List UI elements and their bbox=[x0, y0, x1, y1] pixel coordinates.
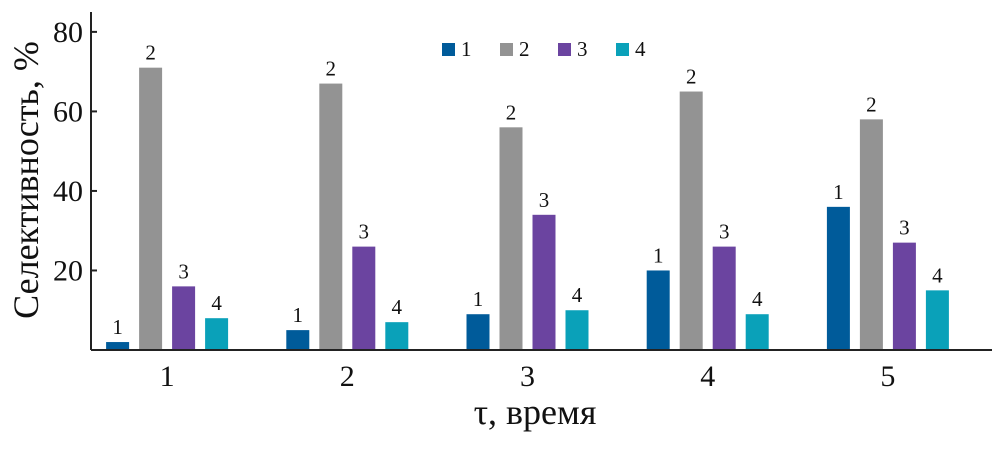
bar bbox=[106, 342, 130, 350]
bar bbox=[745, 314, 769, 350]
bar-series-label: 2 bbox=[326, 57, 337, 81]
bar-series-label: 4 bbox=[752, 287, 763, 311]
bar-series-label: 2 bbox=[145, 41, 156, 65]
y-ticks: 20 40 60 80 bbox=[53, 16, 97, 287]
bar-series-label: 1 bbox=[112, 315, 123, 339]
bar-series-label: 3 bbox=[178, 259, 189, 283]
bar bbox=[892, 242, 916, 350]
bar-series-label: 3 bbox=[899, 216, 910, 240]
y-axis-label: Селективность, % bbox=[6, 41, 46, 319]
bar-series-label: 1 bbox=[833, 180, 844, 204]
legend-label: 3 bbox=[577, 37, 588, 61]
bar bbox=[172, 286, 196, 350]
bar-series-label: 3 bbox=[359, 220, 370, 244]
legend-swatch bbox=[616, 43, 629, 56]
legend-swatch bbox=[558, 43, 571, 56]
bar bbox=[466, 314, 490, 350]
y-tick-label: 20 bbox=[53, 254, 83, 287]
bar-series-label: 4 bbox=[392, 295, 403, 319]
legend: 1 2 3 4 bbox=[442, 37, 646, 61]
bar-series-label: 3 bbox=[719, 220, 730, 244]
y-tick-label: 60 bbox=[53, 95, 83, 128]
bar-series-label: 2 bbox=[866, 92, 877, 116]
legend-swatch bbox=[442, 43, 455, 56]
bar bbox=[565, 310, 589, 350]
bar-series-label: 3 bbox=[539, 188, 550, 212]
x-tick-label: 2 bbox=[340, 360, 355, 393]
bar bbox=[139, 67, 163, 350]
bar bbox=[532, 214, 556, 350]
x-ticks: 1 2 3 4 5 bbox=[160, 360, 896, 393]
bar bbox=[319, 83, 343, 350]
legend-label: 1 bbox=[461, 37, 472, 61]
bars-layer bbox=[106, 67, 949, 350]
legend-label: 4 bbox=[635, 37, 646, 61]
y-tick-label: 80 bbox=[53, 16, 83, 49]
bar-series-label: 4 bbox=[211, 291, 222, 315]
x-axis-label: τ, время bbox=[474, 392, 597, 432]
bar-series-label: 2 bbox=[686, 65, 697, 89]
bar bbox=[286, 330, 310, 350]
bar-series-label: 2 bbox=[506, 100, 517, 124]
bar bbox=[859, 119, 883, 350]
x-tick-label: 5 bbox=[880, 360, 895, 393]
bar-series-label: 1 bbox=[653, 243, 664, 267]
bar-series-label: 4 bbox=[572, 283, 583, 307]
bar bbox=[646, 270, 670, 350]
bar bbox=[679, 91, 703, 350]
y-tick-label: 40 bbox=[53, 175, 83, 208]
bar bbox=[352, 246, 376, 350]
bar bbox=[712, 246, 736, 350]
x-tick-label: 1 bbox=[160, 360, 175, 393]
bar bbox=[826, 206, 850, 350]
bar bbox=[499, 127, 523, 350]
x-tick-label: 3 bbox=[520, 360, 535, 393]
bar bbox=[385, 322, 409, 350]
legend-swatch bbox=[500, 43, 513, 56]
bar bbox=[205, 318, 229, 350]
legend-label: 2 bbox=[519, 37, 530, 61]
bar bbox=[925, 290, 949, 350]
bar-series-label: 4 bbox=[932, 263, 943, 287]
bar-series-label: 1 bbox=[473, 287, 484, 311]
x-tick-label: 4 bbox=[700, 360, 715, 393]
bar-series-label: 1 bbox=[293, 303, 304, 327]
